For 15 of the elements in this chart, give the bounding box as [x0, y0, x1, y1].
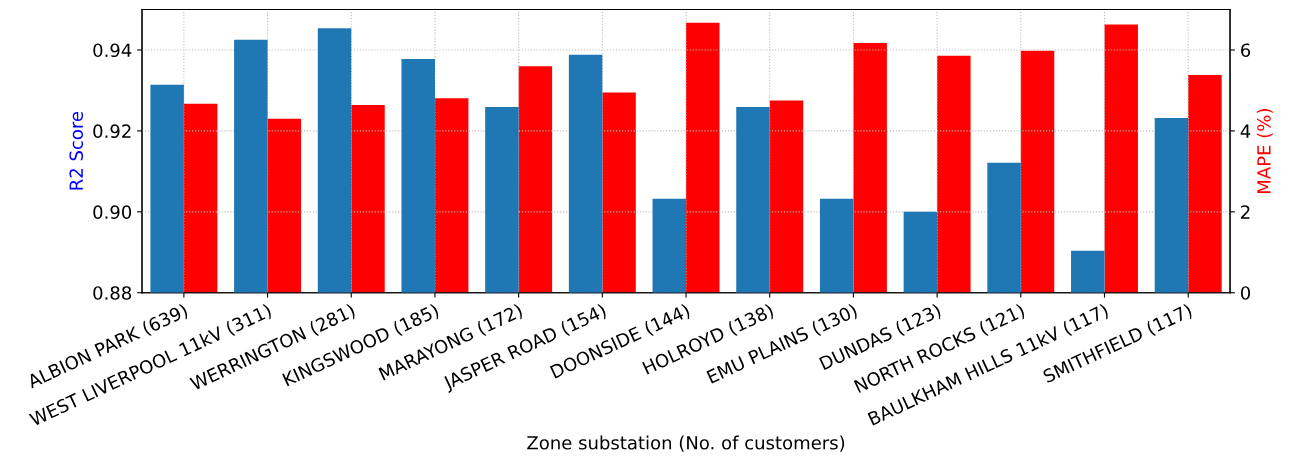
- bar: [937, 55, 971, 293]
- y2-tick-label: 2: [1241, 205, 1250, 219]
- y-tick-label: 0.94: [93, 43, 132, 58]
- y-tick-label: 0.92: [93, 124, 131, 139]
- y-tick-label: 0.90: [93, 205, 132, 219]
- y2-tick-label: 0: [1240, 286, 1251, 300]
- bar: [1104, 24, 1138, 293]
- y-tick-label: 0.88: [93, 286, 132, 300]
- bar: [686, 22, 720, 293]
- y-axis-title: R2 Score: [69, 111, 84, 190]
- bar: [853, 43, 887, 293]
- x-axis-title: Zone substation (No. of customers): [527, 435, 845, 452]
- y2-tick-label: 6: [1241, 43, 1251, 58]
- y2-tick-label: 4: [1240, 124, 1251, 138]
- y2-axis-title: MAPE (%): [1256, 109, 1273, 193]
